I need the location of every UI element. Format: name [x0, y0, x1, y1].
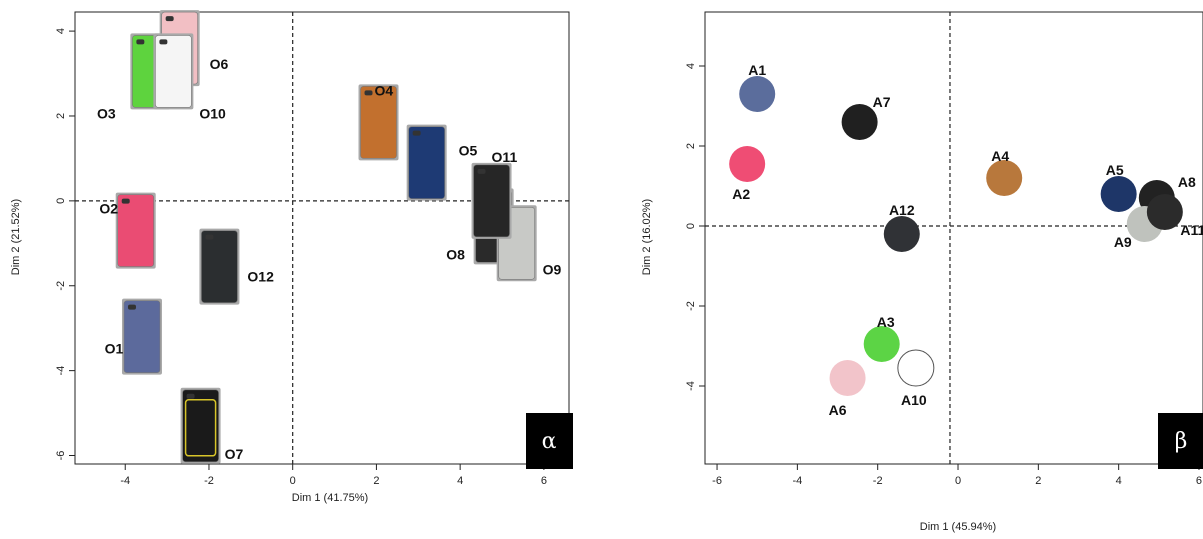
y-axis-label: Dim 2 (16.02%): [641, 199, 653, 275]
y-tick-label: 4: [685, 63, 697, 69]
y-tick-label: -2: [55, 281, 67, 291]
y-tick-label: -4: [685, 381, 697, 391]
y-tick-label: 0: [55, 198, 67, 204]
phone-case-point: [153, 33, 194, 110]
point-label: A11: [1180, 222, 1203, 238]
x-tick-label: -4: [120, 475, 130, 487]
panel-beta: -6 -4 -2 0 2 4 6 -4 -2 0 2 4 A1 A2 A3 A4 A5 A6 A7 A8 A9 A10 A1…: [641, 11, 1203, 533]
point-label: A4: [991, 148, 1009, 164]
y-tick-label: 2: [685, 143, 697, 149]
y-axis-label: Dim 2 (21.52%): [10, 199, 22, 275]
data-point-circle: [729, 146, 766, 182]
panel-badge: α: [542, 429, 557, 454]
camera-cutout: [121, 198, 130, 204]
camera-cutout: [159, 39, 168, 45]
point-label: O3: [97, 105, 116, 121]
panel-badge-box: [526, 413, 573, 469]
camera-cutout: [186, 393, 195, 399]
phone-case-point: [358, 84, 399, 161]
phone-case-body: [182, 389, 219, 463]
camera-cutout: [412, 130, 421, 136]
phone-case-body: [155, 35, 192, 108]
y-tick-label: -4: [55, 366, 67, 376]
point-label: A9: [1114, 234, 1132, 250]
point-label: O4: [375, 82, 394, 98]
x-tick-label: 0: [290, 475, 296, 487]
camera-cutout: [364, 90, 373, 96]
point-label: A10: [901, 392, 927, 408]
data-point-circle: [841, 104, 878, 140]
data-point-circle: [863, 326, 900, 362]
x-tick-label: 4: [1116, 475, 1122, 487]
panel-badge: β: [1175, 429, 1188, 454]
point-label: O9: [543, 261, 562, 277]
point-label: O8: [446, 246, 465, 262]
phone-case-point: [180, 387, 221, 464]
y-tick-label: 4: [55, 28, 67, 34]
plot-frame: [704, 11, 1203, 465]
phone-case-body: [408, 126, 445, 199]
point-label: O7: [225, 446, 244, 462]
data-point-circle: [883, 216, 920, 252]
data-point-circle: [829, 360, 866, 396]
y-tick-label: -6: [55, 451, 67, 461]
point-label: O1: [105, 341, 124, 357]
y-tick-label: 2: [55, 113, 67, 119]
phone-case-point: [199, 228, 240, 305]
x-tick-label: 0: [955, 475, 961, 487]
x-tick-label: 4: [457, 475, 463, 487]
point-label: A5: [1106, 162, 1124, 178]
x-tick-label: -2: [204, 475, 214, 487]
x-axis-label: Dim 1 (45.94%): [920, 521, 996, 533]
x-tick-label: -6: [712, 475, 722, 487]
panel-badge-box: [1158, 413, 1203, 469]
point-label: A3: [877, 314, 895, 330]
point-label: A12: [889, 202, 915, 218]
point-label: O2: [99, 201, 118, 217]
x-tick-label: 6: [1196, 475, 1202, 487]
data-point-circle: [986, 160, 1023, 196]
point-label: A6: [829, 402, 847, 418]
camera-cutout: [165, 16, 174, 22]
x-tick-label: -2: [873, 475, 883, 487]
phone-case-body: [360, 86, 397, 159]
point-label: O5: [459, 143, 478, 159]
point-label: O12: [247, 269, 274, 285]
phone-case-body: [117, 194, 155, 267]
panel-alpha: -4 -2 0 2 4 6 -6 -4 -2 0 2 4 O1 O2 O3 O4 O5 O6 O7 O8 O9 O10 O1…: [10, 10, 573, 504]
point-label: A7: [873, 94, 891, 110]
data-point-circle: [897, 349, 935, 387]
x-axis-label: Dim 1 (41.75%): [292, 492, 368, 504]
bumper-trim: [184, 399, 217, 457]
phone-case-body: [473, 164, 510, 238]
phone-case-point: [121, 298, 162, 375]
y-tick-label: 0: [685, 223, 697, 229]
point-label: A1: [748, 62, 766, 78]
camera-cutout: [136, 39, 145, 45]
x-tick-label: 2: [373, 475, 379, 487]
phone-case-point: [406, 124, 447, 201]
data-point-circle: [1100, 176, 1137, 212]
camera-cutout: [205, 234, 214, 240]
point-label: O6: [210, 56, 229, 72]
x-tick-label: 6: [541, 475, 547, 487]
data-point-circle: [739, 76, 776, 112]
x-tick-label: -4: [792, 475, 802, 487]
phone-case-body: [123, 300, 161, 373]
y-tick-label: -2: [685, 301, 697, 311]
point-label: O10: [199, 105, 226, 121]
phone-case-body: [201, 230, 238, 303]
data-point-circle: [1146, 194, 1183, 230]
point-label: A2: [732, 186, 750, 202]
point-label: O11: [492, 149, 518, 165]
phone-case-point: [471, 162, 512, 239]
plot-frame: [74, 11, 570, 465]
x-tick-label: 2: [1035, 475, 1041, 487]
camera-cutout: [127, 304, 136, 310]
point-label: A8: [1178, 174, 1196, 190]
camera-cutout: [477, 168, 486, 174]
phone-case-point: [115, 192, 156, 269]
